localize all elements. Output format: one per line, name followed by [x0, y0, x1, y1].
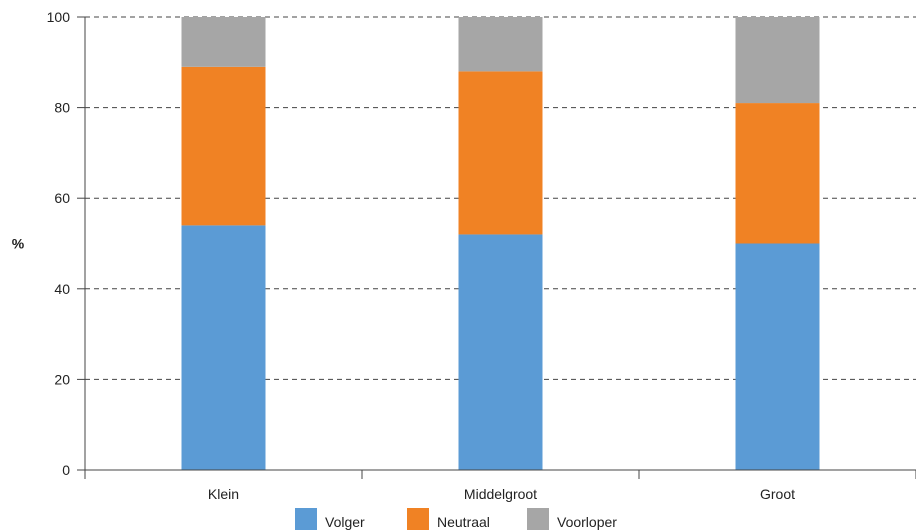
legend-label-neutraal: Neutraal: [437, 514, 490, 530]
y-tick-label: 60: [54, 190, 70, 206]
y-tick-label: 40: [54, 281, 70, 297]
legend-swatch-neutraal: [407, 508, 429, 530]
legend: Volger Neutraal Voorloper: [295, 508, 617, 530]
bar-segment-volger: [735, 243, 820, 470]
bar-segment-neutraal: [458, 71, 543, 235]
axes: 0 20 40 60 80 100 Klein Middelgroot Groot: [47, 9, 916, 502]
bar-segment-volger: [181, 225, 266, 470]
y-tick-label: 0: [62, 462, 70, 478]
bar-segment-neutraal: [181, 66, 266, 226]
bar-segment-neutraal: [735, 103, 820, 244]
x-tick-label: Middelgroot: [464, 486, 537, 502]
bar-segment-voorloper: [735, 17, 820, 104]
x-tick-label: Klein: [208, 486, 239, 502]
legend-label-volger: Volger: [325, 514, 365, 530]
y-tick-label: 100: [47, 9, 71, 25]
bar-segment-voorloper: [181, 17, 266, 67]
x-tick-label: Groot: [760, 486, 795, 502]
bar-segment-volger: [458, 234, 543, 470]
legend-swatch-volger: [295, 508, 317, 530]
bar-segment-voorloper: [458, 17, 543, 72]
y-tick-label: 80: [54, 100, 70, 116]
y-axis-title: %: [12, 236, 25, 252]
bars: [181, 17, 820, 470]
y-tick-label: 20: [54, 371, 70, 387]
legend-swatch-voorloper: [527, 508, 549, 530]
legend-label-voorloper: Voorloper: [557, 514, 617, 530]
